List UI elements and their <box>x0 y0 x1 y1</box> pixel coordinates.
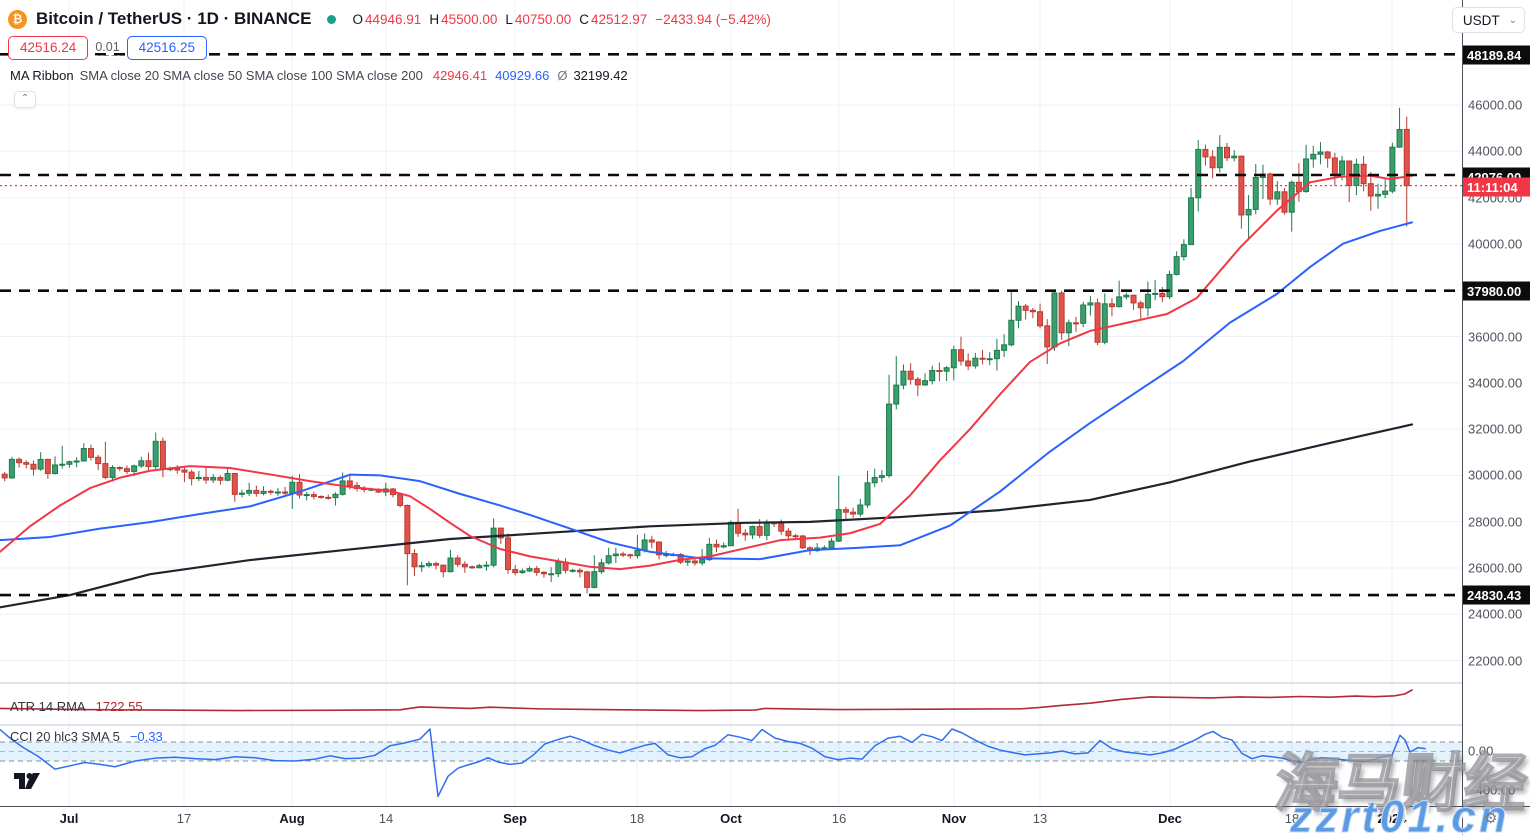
ma-ribbon-title: MA Ribbon <box>10 68 74 83</box>
time-gridlines <box>68 0 1393 806</box>
svg-text:Sep: Sep <box>503 811 527 826</box>
atr-line <box>0 689 1413 712</box>
price-level-tag: 48189.84 <box>1463 45 1530 65</box>
svg-text:22000.00: 22000.00 <box>1468 654 1522 669</box>
ohlc-high-value: 45500.00 <box>441 11 498 27</box>
collapse-legend-button[interactable]: ⌃ <box>14 91 36 108</box>
svg-text:34000.00: 34000.00 <box>1468 376 1522 391</box>
svg-text:46000.00: 46000.00 <box>1468 98 1522 113</box>
cci-label: CCI 20 hlc3 SMA 5 <box>10 729 120 744</box>
ohlc-close-value: 42512.97 <box>590 11 648 27</box>
price-gridlines <box>0 58 1462 662</box>
svg-text:0.00: 0.00 <box>1468 744 1493 759</box>
ohlc-high-label: H <box>429 11 440 27</box>
gear-icon[interactable]: ⚙ <box>1484 810 1498 827</box>
buy-price-button[interactable]: 42516.25 <box>126 36 207 60</box>
sma200-value: 32199.42 <box>573 68 628 83</box>
ma-ribbon-legend[interactable]: MA Ribbon SMA close 20 SMA close 50 SMA … <box>10 68 628 83</box>
svg-text:Jul: Jul <box>60 811 79 826</box>
cci-legend[interactable]: CCI 20 hlc3 SMA 5 −0.33 <box>10 729 163 744</box>
price-axis[interactable]: 46000.0044000.0042000.0040000.0036000.00… <box>1463 45 1530 798</box>
svg-text:28000.00: 28000.00 <box>1468 515 1522 530</box>
ohlc-low-value: 40750.00 <box>514 11 572 27</box>
currency-selector-button[interactable]: USDT ⌄ <box>1451 7 1525 33</box>
svg-text:2024: 2024 <box>1378 811 1408 826</box>
svg-text:24000.00: 24000.00 <box>1468 607 1522 622</box>
svg-text:40000.00: 40000.00 <box>1468 237 1522 252</box>
svg-text:37980.00: 37980.00 <box>1467 284 1521 299</box>
ohlc-low-label: L <box>505 11 513 27</box>
ohlc-open-label: O <box>352 11 363 27</box>
svg-text:18: 18 <box>1285 811 1299 826</box>
countdown-tag: 11:11:04 <box>1463 177 1530 197</box>
svg-text:14: 14 <box>379 811 393 826</box>
spread-value: 0.01 <box>95 40 120 56</box>
change-value: −2433.94 (−5.42%) <box>655 11 771 27</box>
svg-text:16: 16 <box>832 811 846 826</box>
atr-label: ATR 14 RMA <box>10 699 86 714</box>
currency-label: USDT <box>1462 12 1500 28</box>
cci-value: −0.33 <box>129 729 163 744</box>
svg-text:32000.00: 32000.00 <box>1468 422 1522 437</box>
svg-text:48189.84: 48189.84 <box>1467 48 1522 63</box>
sell-price-button[interactable]: 42516.24 <box>8 36 89 60</box>
svg-text:44000.00: 44000.00 <box>1468 144 1522 159</box>
market-status-icon <box>327 14 337 24</box>
sma-200-line <box>0 423 1414 609</box>
sma-50-line <box>0 221 1413 561</box>
atr-value: 1722.55 <box>95 699 143 714</box>
svg-text:30000.00: 30000.00 <box>1468 468 1522 483</box>
sma20-value: 42946.41 <box>432 68 488 83</box>
bitcoin-icon: ₿ <box>8 9 27 29</box>
tradingview-logo[interactable] <box>14 773 46 793</box>
ohlc-legend: O 44946.91 H 45500.00 L 40750.00 C 42512.97 … <box>352 12 770 27</box>
symbol-legend-row: ₿ Bitcoin / TetherUS · 1D · BINANCE O 449… <box>8 9 771 29</box>
svg-text:17: 17 <box>177 811 191 826</box>
ohlc-close-label: C <box>579 11 589 27</box>
watermark-site: zzrt01.cn <box>1290 791 1510 835</box>
svg-text:11:11:04: 11:11:04 <box>1467 180 1518 195</box>
svg-text:36000.00: 36000.00 <box>1468 330 1522 345</box>
price-level-tag: 24830.43 <box>1463 585 1530 605</box>
svg-text:24830.43: 24830.43 <box>1467 588 1521 603</box>
svg-text:Dec: Dec <box>1158 811 1182 826</box>
svg-text:Aug: Aug <box>279 811 304 826</box>
symbol-title[interactable]: Bitcoin / TetherUS · 1D · BINANCE <box>36 9 312 28</box>
sma50-value: 40929.66 <box>495 68 550 83</box>
svg-text:Oct: Oct <box>720 811 742 826</box>
cci-band <box>0 741 1462 762</box>
svg-text:−400.00: −400.00 <box>1468 783 1515 798</box>
candlesticks <box>1 107 1410 594</box>
price-level-lines[interactable] <box>0 53 1462 597</box>
ohlc-open-value: 44946.91 <box>365 11 422 27</box>
sma100-empty-marker: Ø <box>557 68 568 83</box>
cci-line <box>0 728 1426 798</box>
price-level-tag: 37980.00 <box>1463 281 1530 301</box>
time-axis[interactable]: Jul 17 Aug 14 Sep 18 Oct 16 Nov 13 Dec 18 2024 <box>60 811 1408 826</box>
atr-legend[interactable]: ATR 14 RMA 1722.55 <box>10 699 143 714</box>
sma-20-line <box>0 174 1413 571</box>
pane-dividers <box>0 682 1462 726</box>
chevron-down-icon: ⌄ <box>1508 14 1517 26</box>
svg-text:13: 13 <box>1033 811 1047 826</box>
svg-text:18: 18 <box>630 811 644 826</box>
ma-ribbon-params: SMA close 20 SMA close 50 SMA close 100 … <box>79 68 423 83</box>
svg-text:26000.00: 26000.00 <box>1468 561 1522 576</box>
order-price-row: 42516.24 0.01 42516.25 <box>8 36 207 60</box>
svg-text:Nov: Nov <box>942 811 967 826</box>
